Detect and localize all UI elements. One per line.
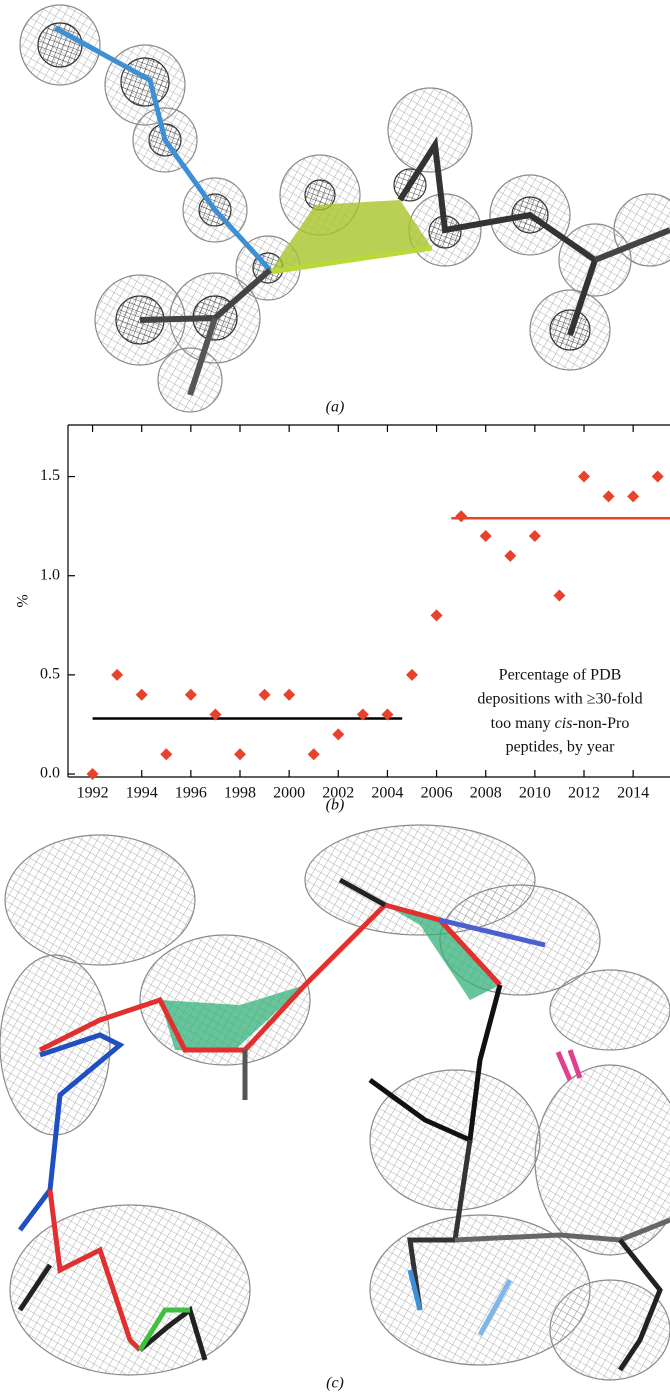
annotation: Percentage of PDB xyxy=(499,667,622,684)
x-tick-label: 1994 xyxy=(126,785,158,802)
y-tick-label: 1.0 xyxy=(40,566,60,583)
annotation-part: -non-Pro xyxy=(572,715,629,732)
marker xyxy=(258,688,271,701)
x-tick-label: 2008 xyxy=(470,785,502,802)
x-tick-label: 2014 xyxy=(617,785,649,802)
chart: 0.0 0.5 1.0 1.5 1992 1994 1996 1998 2000 2002 2004… xyxy=(15,424,670,802)
marker xyxy=(86,768,99,781)
marker xyxy=(135,688,148,701)
y-tick-label: 0.0 xyxy=(40,765,60,782)
y-axis-label: % xyxy=(15,594,32,607)
marker xyxy=(283,688,296,701)
marker xyxy=(332,728,345,741)
marker xyxy=(553,589,566,602)
annotation: depositions with ≥30-fold xyxy=(477,691,642,708)
marker xyxy=(111,668,124,681)
marker xyxy=(381,708,394,721)
x-tick-label: 1998 xyxy=(224,785,256,802)
panel-label: (c) xyxy=(326,1375,344,1392)
marker xyxy=(356,708,369,721)
x-tick-label: 2000 xyxy=(273,785,305,802)
annotation: peptides, by year xyxy=(506,739,616,756)
x-tick-label: 2006 xyxy=(421,785,453,802)
marker xyxy=(455,510,468,523)
panel-label: (b) xyxy=(326,797,345,814)
marker xyxy=(209,708,222,721)
annotation: too many cis-non-Pro xyxy=(491,715,630,732)
panel-label: (a) xyxy=(326,399,345,416)
density-image-a xyxy=(19,4,670,413)
x-tick-label: 1992 xyxy=(77,785,109,802)
marker xyxy=(234,748,246,761)
x-tick-label: 2012 xyxy=(568,785,600,802)
marker xyxy=(602,490,615,503)
marker xyxy=(430,609,443,622)
x-tick-label: 2010 xyxy=(519,785,551,802)
annotation-part: too many xyxy=(491,715,555,732)
marker xyxy=(479,530,492,543)
annotation-part: cis xyxy=(555,715,573,732)
marker xyxy=(651,470,664,483)
marker xyxy=(578,470,590,483)
marker xyxy=(406,668,418,681)
x-tick-label: 2002 xyxy=(322,785,354,802)
x-tick-label: 2004 xyxy=(371,785,403,802)
density-image-c xyxy=(0,824,670,1381)
x-tick-label: 1996 xyxy=(175,785,207,802)
marker xyxy=(627,490,640,503)
marker xyxy=(160,748,173,761)
marker xyxy=(184,688,197,701)
marker xyxy=(307,748,320,761)
marker xyxy=(528,530,541,543)
y-tick-label: 1.5 xyxy=(40,467,60,484)
y-tick-label: 0.5 xyxy=(40,666,60,683)
marker xyxy=(504,549,517,562)
